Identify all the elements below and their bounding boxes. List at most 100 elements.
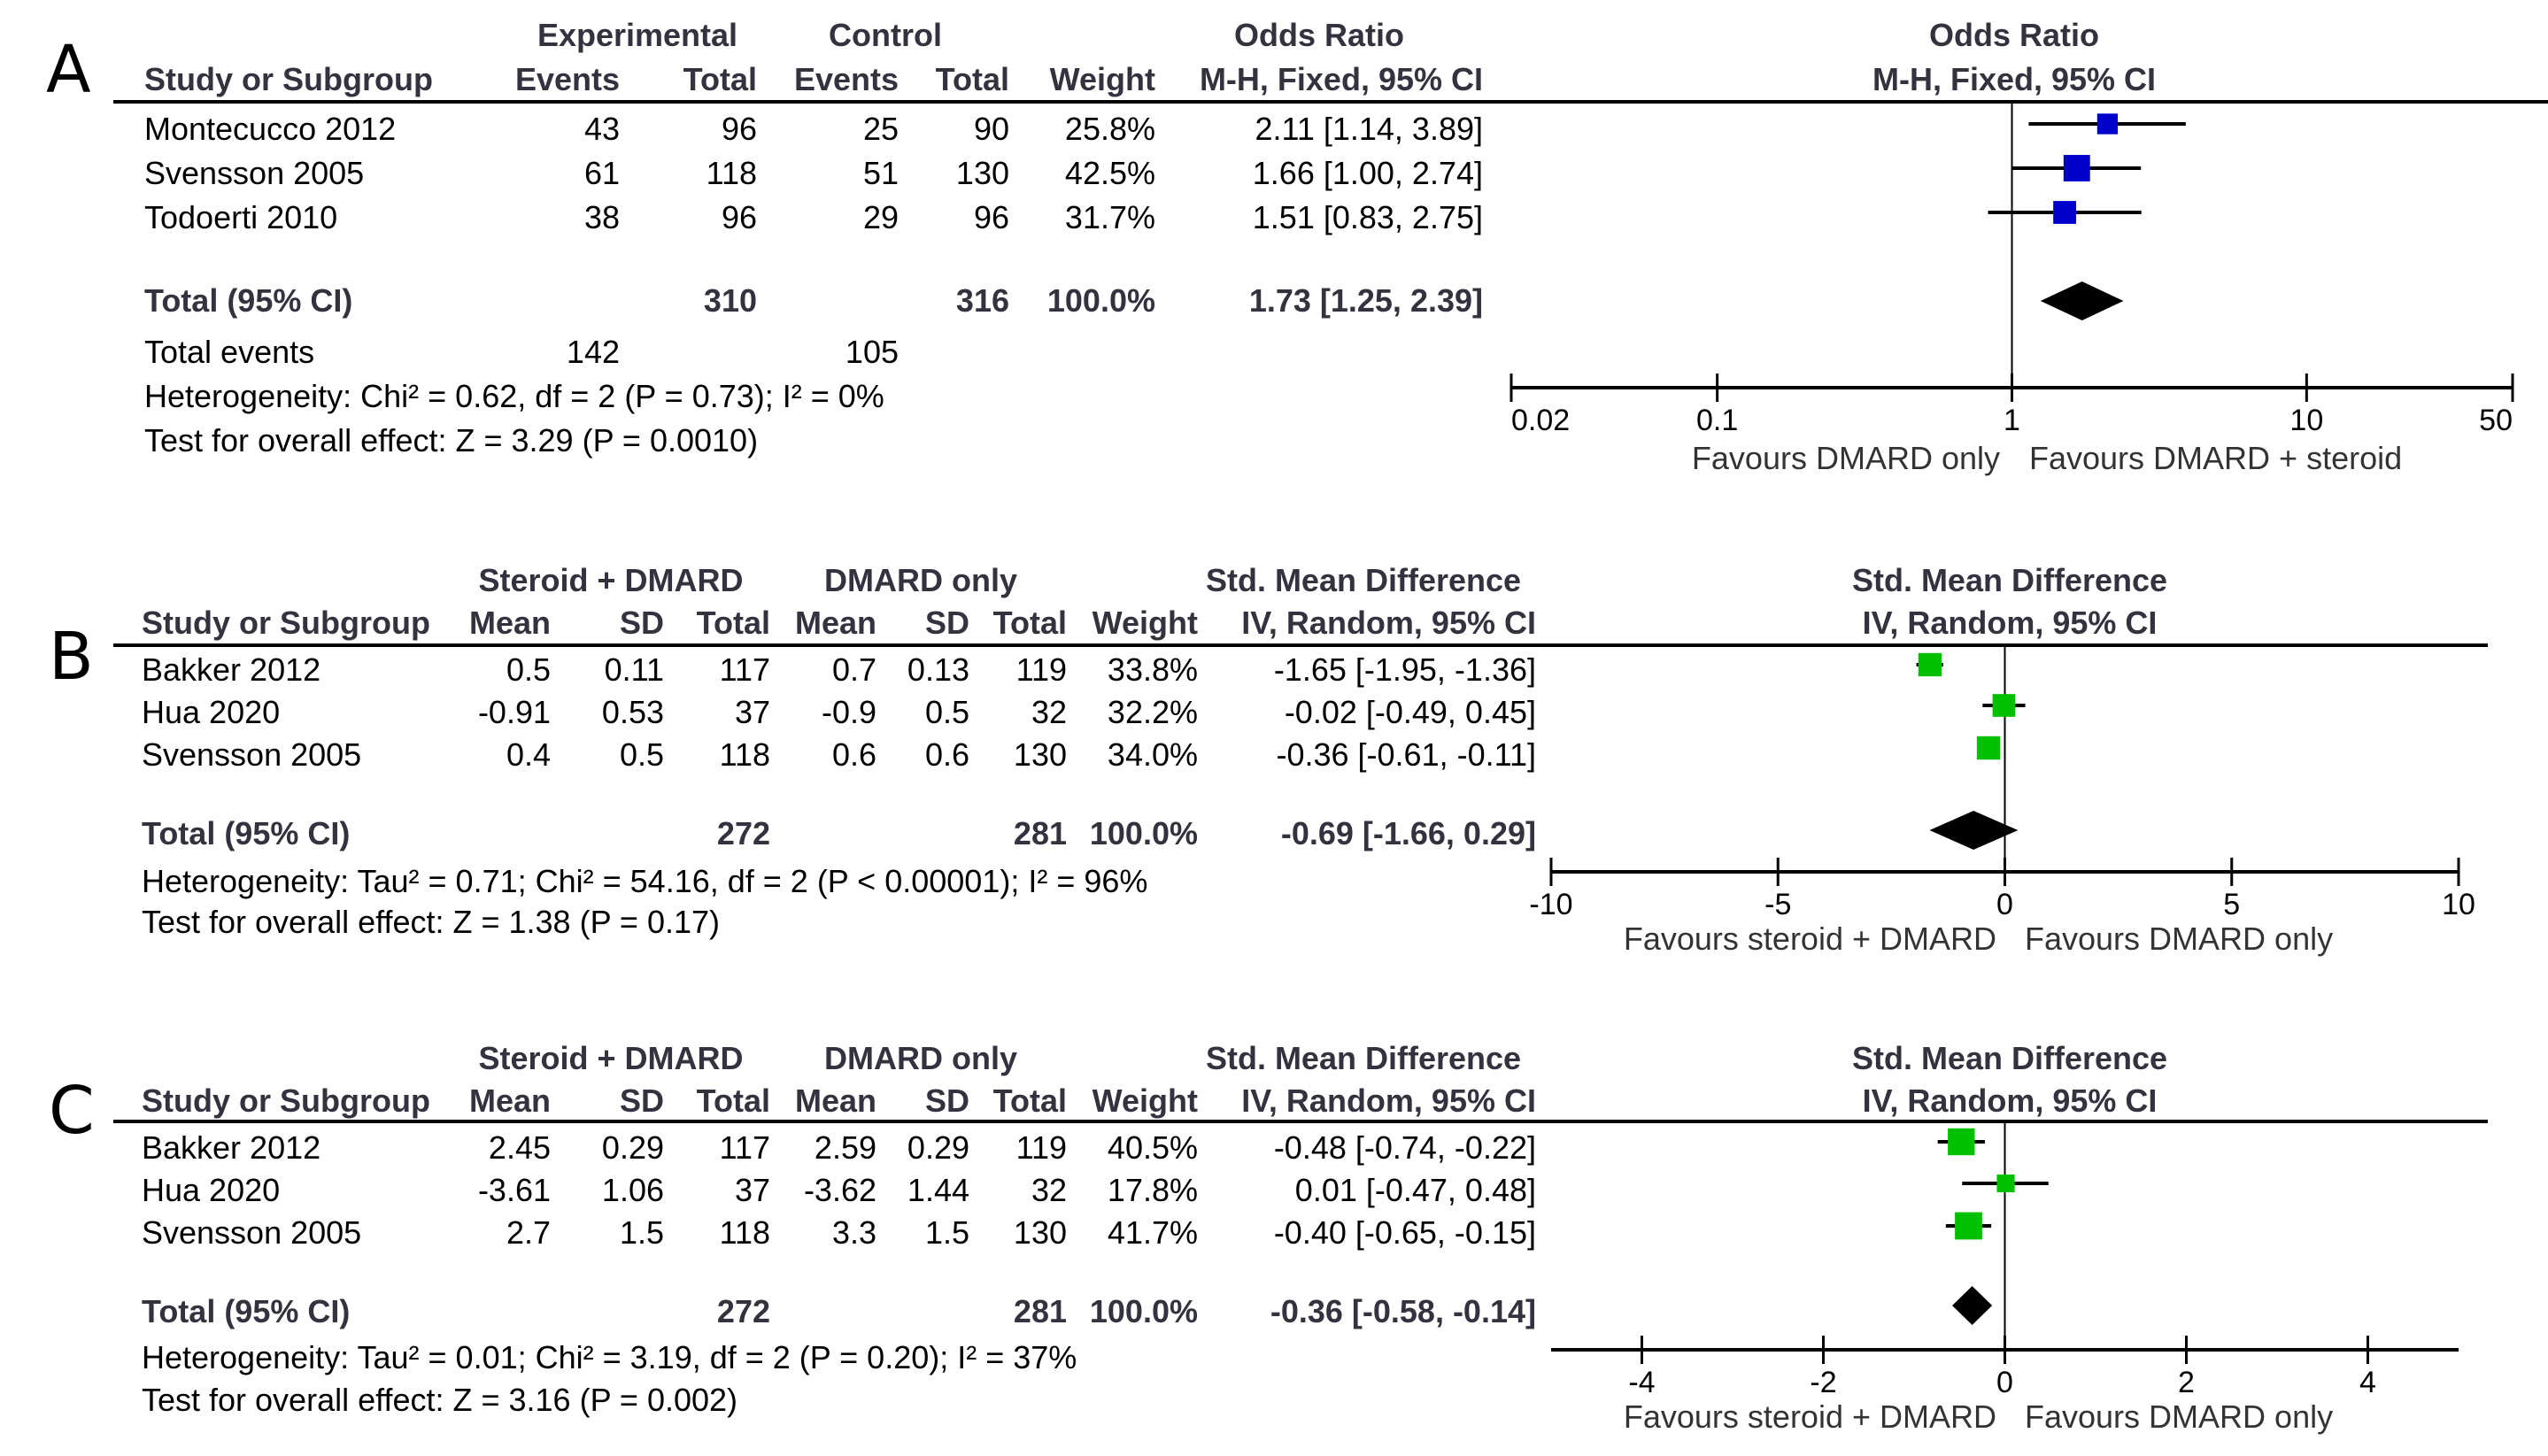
column-header-effect: M-H, Fixed, 95% CI <box>1199 61 1483 97</box>
study-name: Svensson 2005 <box>142 736 362 773</box>
column-header-exp-mean: Mean <box>468 605 551 641</box>
column-header-ctl-events: Events <box>793 61 899 97</box>
weight: 41.7% <box>1107 1214 1198 1251</box>
total-label: Total (95% CI) <box>142 1293 351 1329</box>
column-header-ctl-total: Total <box>992 1082 1067 1119</box>
exp-events: 61 <box>583 155 620 191</box>
ctl-total: 130 <box>1013 1214 1067 1251</box>
study-name: Svensson 2005 <box>144 155 365 191</box>
ctl-mean: 2.59 <box>814 1129 876 1166</box>
ctl-events: 29 <box>862 199 899 235</box>
ctl-events: 25 <box>862 111 899 147</box>
panel-letter: A <box>46 32 91 108</box>
total-label: Total (95% CI) <box>144 282 353 319</box>
group-header-plot: Std. Mean Difference <box>1851 1040 2168 1076</box>
x-tick-label: 10 <box>2289 404 2323 437</box>
group-header-experimental: Steroid + DMARD <box>478 562 744 598</box>
total-weight: 100.0% <box>1089 815 1198 851</box>
panel-a: A Experimental Control Odds Ratio Odds R… <box>0 0 2548 496</box>
panel-letter: B <box>49 619 94 695</box>
pooled-effect-diamond <box>1952 1286 1993 1325</box>
weight: 33.8% <box>1107 651 1198 688</box>
ctl-total: 32 <box>1031 1172 1067 1208</box>
column-header-ctl-sd: SD <box>924 605 969 641</box>
column-header-study: Study or Subgroup <box>144 61 433 97</box>
x-tick-label: -2 <box>1810 1366 1836 1399</box>
exp-total: 118 <box>706 155 757 191</box>
total-ctl-total: 316 <box>955 282 1009 319</box>
ctl-total: 32 <box>1031 694 1067 730</box>
study-marker <box>1992 694 2016 717</box>
header-divider <box>113 100 2548 104</box>
column-header-weight: Weight <box>1049 61 1155 97</box>
exp-events: 43 <box>583 111 620 147</box>
effect: 2.11 [1.14, 3.89] <box>1255 111 1483 147</box>
total-events-ctl: 105 <box>845 334 899 370</box>
exp-total: 96 <box>721 199 757 235</box>
ctl-total: 90 <box>973 111 1009 147</box>
exp-mean: -0.91 <box>477 694 551 730</box>
ctl-total: 96 <box>973 199 1009 235</box>
favours-right-label: Favours DMARD only <box>2025 1398 2334 1435</box>
group-header-plot: Odds Ratio <box>1928 17 2099 53</box>
effect: -0.02 [-0.49, 0.45] <box>1284 694 1536 730</box>
group-header-effect: Std. Mean Difference <box>1205 562 1522 598</box>
exp-sd: 1.06 <box>601 1172 664 1208</box>
ctl-sd: 0.13 <box>907 651 969 688</box>
study-marker <box>2063 155 2090 181</box>
total-ctl-total: 281 <box>1013 815 1067 851</box>
study-marker <box>1976 736 2001 760</box>
group-header-experimental: Steroid + DMARD <box>478 1040 744 1076</box>
total-effect: 1.73 [1.25, 2.39] <box>1248 282 1483 319</box>
effect: -0.40 [-0.65, -0.15] <box>1273 1214 1536 1251</box>
total-exp-total: 272 <box>716 1293 770 1329</box>
ctl-mean: 3.3 <box>831 1214 876 1251</box>
x-tick-label: 1 <box>2004 404 2020 437</box>
study-name: Bakker 2012 <box>142 651 321 688</box>
column-header-exp-total: Total <box>683 61 757 97</box>
exp-mean: 2.45 <box>488 1129 551 1166</box>
exp-sd: 0.11 <box>604 651 664 688</box>
total-weight: 100.0% <box>1089 1293 1198 1329</box>
total-weight: 100.0% <box>1046 282 1155 319</box>
exp-total: 96 <box>721 111 757 147</box>
column-header-weight: Weight <box>1092 605 1198 641</box>
exp-mean: 0.5 <box>506 651 551 688</box>
total-exp-total: 272 <box>716 815 770 851</box>
column-header-weight: Weight <box>1092 1082 1198 1119</box>
ctl-mean: -3.62 <box>803 1172 876 1208</box>
group-header-effect: Odds Ratio <box>1233 17 1404 53</box>
x-tick-label: -5 <box>1764 888 1791 921</box>
column-header-ctl-sd: SD <box>924 1082 969 1119</box>
total-exp-total: 310 <box>703 282 757 319</box>
column-header-effect: IV, Random, 95% CI <box>1241 1082 1536 1119</box>
weight: 17.8% <box>1107 1172 1198 1208</box>
effect: -0.48 [-0.74, -0.22] <box>1273 1129 1536 1166</box>
ctl-total: 130 <box>955 155 1009 191</box>
weight: 32.2% <box>1107 694 1198 730</box>
exp-total: 37 <box>734 1172 770 1208</box>
weight: 25.8% <box>1064 111 1155 147</box>
x-tick-label: 0 <box>1996 1366 2013 1399</box>
favours-right-label: Favours DMARD only <box>2025 921 2334 957</box>
study-marker <box>2096 113 2119 135</box>
column-header-ctl-mean: Mean <box>794 605 876 641</box>
exp-total: 117 <box>719 651 770 688</box>
study-marker <box>1996 1174 2015 1193</box>
column-header-study: Study or Subgroup <box>142 605 430 641</box>
total-effect: -0.69 [-1.66, 0.29] <box>1280 815 1536 851</box>
effect: 1.66 [1.00, 2.74] <box>1252 155 1483 191</box>
study-name: Hua 2020 <box>142 1172 281 1208</box>
total-events-label: Total events <box>144 334 315 370</box>
exp-total: 118 <box>719 736 770 773</box>
x-tick-label: 5 <box>2223 888 2240 921</box>
heterogeneity-text: Heterogeneity: Chi² = 0.62, df = 2 (P = … <box>144 378 884 414</box>
study-name: Hua 2020 <box>142 694 281 730</box>
exp-total: 118 <box>719 1214 770 1251</box>
heterogeneity-text: Heterogeneity: Tau² = 0.01; Chi² = 3.19,… <box>142 1339 1077 1375</box>
ctl-sd: 0.29 <box>907 1129 969 1166</box>
x-tick-label: 0 <box>1996 888 2013 921</box>
favours-left-label: Favours steroid + DMARD <box>1623 1398 1996 1435</box>
x-tick-label: -4 <box>1628 1366 1655 1399</box>
